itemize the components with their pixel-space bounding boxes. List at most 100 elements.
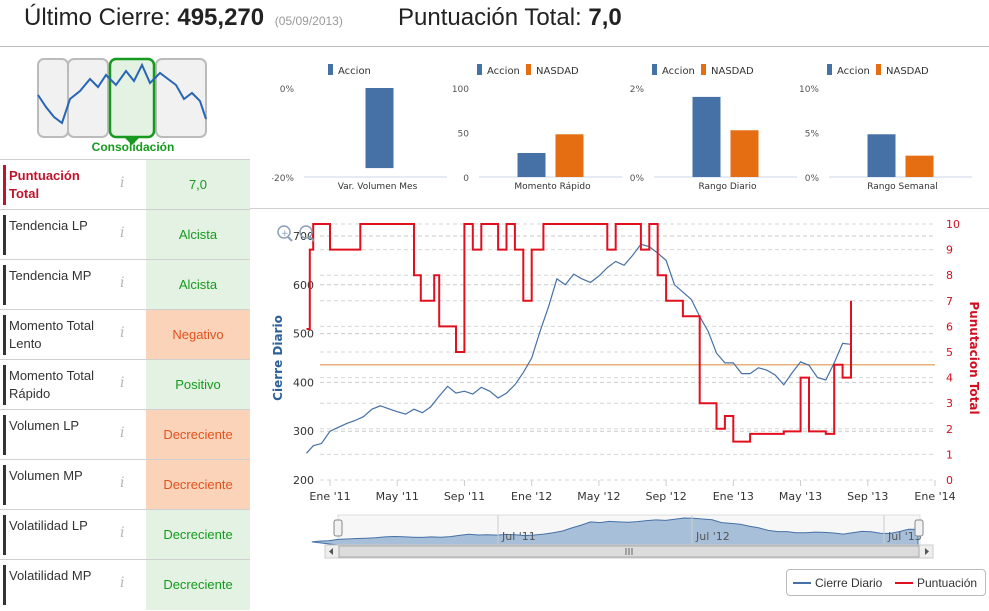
- x-tick-label: Ene '12: [511, 490, 552, 503]
- x-tick-label: Sep '11: [444, 490, 485, 503]
- info-icon[interactable]: i: [120, 225, 125, 241]
- navigator-handle-left[interactable]: [333, 519, 343, 537]
- indicator-label: Tendencia MP: [9, 268, 92, 283]
- indicator-value: Decreciente: [146, 560, 250, 610]
- indicator-value: 7,0: [146, 160, 250, 210]
- x-tick-label: Ene '13: [713, 490, 754, 503]
- indicator-label: Momento Total Rápido: [9, 368, 95, 401]
- y2-tick-label: 10: [946, 218, 960, 231]
- stage-trend-line: [37, 62, 207, 125]
- mini-bar: [867, 134, 896, 177]
- mini-legend-label: Accion: [662, 66, 695, 77]
- info-icon[interactable]: i: [120, 475, 125, 491]
- row-marker: [3, 315, 6, 355]
- x-tick-label: May '12: [577, 490, 620, 503]
- main-chart-legend[interactable]: Cierre Diario Puntuación: [786, 569, 986, 596]
- indicator-value: Decreciente: [146, 460, 250, 510]
- last-close-label: Último Cierre:: [24, 4, 171, 31]
- indicator-row: Momento Total Rápido i Positivo: [0, 359, 250, 410]
- mini-tick-label: 0: [463, 174, 469, 184]
- scroll-left-arrow[interactable]: [329, 548, 333, 555]
- mini-tick-label: 10%: [799, 85, 819, 95]
- indicator-row: Volatilidad MP i Decreciente: [0, 559, 250, 610]
- mini-chart-1: Accion 0% -20% Var. Volumen Mes: [272, 64, 447, 192]
- mini-legend-label: Accion: [487, 66, 520, 77]
- total-score: Puntuación Total: 7,0: [398, 4, 622, 32]
- x-tick-label: Sep '13: [847, 490, 888, 503]
- y2-tick-label: 9: [946, 244, 953, 257]
- mini-chart-4: Accion NASDAD 10% 5% 0% Rango Semanal: [799, 64, 972, 192]
- scroll-right-arrow[interactable]: [925, 548, 929, 555]
- last-close: Último Cierre: 495,270 (05/09/2013): [24, 4, 343, 32]
- y-tick-label: 200: [293, 474, 314, 487]
- mini-chart-2: Accion NASDAD 100 50 0 Momento Rápido: [452, 64, 622, 192]
- legend-cierre-label: Cierre Diario: [815, 576, 883, 590]
- mini-legend-label: NASDAD: [536, 66, 579, 77]
- mini-tick-label: 0%: [805, 174, 820, 184]
- indicator-value: Negativo: [146, 310, 250, 360]
- legend-svg: Cierre Diario Puntuación: [793, 576, 977, 590]
- mini-tick-label: 100: [452, 85, 469, 95]
- info-icon[interactable]: i: [120, 525, 125, 541]
- mini-legend-swatch: [876, 64, 881, 75]
- zoom-out-icon[interactable]: [299, 225, 315, 242]
- row-marker: [3, 465, 6, 505]
- indicator-label: Volumen LP: [9, 418, 80, 433]
- stage-pointer: [124, 137, 140, 145]
- mini-chart-title: Rango Semanal: [867, 182, 938, 192]
- indicator-label: Volumen MP: [9, 468, 83, 483]
- y2-tick-label: 4: [946, 372, 953, 385]
- indicator-value: Decreciente: [146, 410, 250, 460]
- mini-bar: [905, 155, 934, 177]
- navigator-handle-right[interactable]: [914, 519, 924, 537]
- info-icon[interactable]: i: [120, 575, 125, 591]
- last-close-value: 495,270: [177, 4, 265, 31]
- total-score-label: Puntuación Total:: [398, 4, 582, 31]
- zoom-in-icon[interactable]: +: [277, 225, 293, 242]
- mini-legend-label: NASDAD: [711, 66, 754, 77]
- indicator-value: Decreciente: [146, 510, 250, 560]
- mini-legend-swatch: [477, 64, 482, 75]
- mini-tick-label: 50: [458, 130, 470, 140]
- indicator-value: Alcista: [146, 210, 250, 260]
- y2-axis-title: Punutacion Total: [967, 301, 981, 414]
- mini-tick-label: -20%: [272, 174, 294, 184]
- series-puntuacion: [306, 223, 852, 443]
- y2-tick-label: 5: [946, 346, 953, 359]
- info-icon[interactable]: i: [120, 325, 125, 341]
- svg-text:+: +: [281, 229, 289, 239]
- x-tick-label: Ene '11: [309, 490, 350, 503]
- info-icon[interactable]: i: [120, 425, 125, 441]
- x-tick-label: Sep '12: [645, 490, 686, 503]
- mini-legend-label: Accion: [837, 66, 870, 77]
- mini-legend-swatch: [526, 64, 531, 75]
- y2-tick-label: 7: [946, 295, 953, 308]
- row-marker: [3, 415, 6, 455]
- info-icon[interactable]: i: [120, 175, 125, 191]
- indicator-row: Volatilidad LP i Decreciente: [0, 509, 250, 560]
- x-tick-label: May '11: [376, 490, 419, 503]
- y-tick-label: 400: [293, 376, 314, 389]
- info-icon[interactable]: i: [120, 275, 125, 291]
- row-marker: [3, 515, 6, 555]
- row-marker: [3, 365, 6, 405]
- y2-tick-label: 8: [946, 269, 953, 282]
- info-icon[interactable]: i: [120, 375, 125, 391]
- indicator-label: Momento Total Lento: [9, 318, 95, 351]
- mini-chart-3: Accion NASDAD 2% 0% Rango Diario: [630, 64, 797, 192]
- total-score-value: 7,0: [588, 4, 622, 31]
- page-header: Último Cierre: 495,270 (05/09/2013) Punt…: [0, 0, 989, 47]
- indicator-row: Volumen LP i Decreciente: [0, 409, 250, 460]
- x-tick-label: Ene '14: [914, 490, 955, 503]
- mini-chart-title: Momento Rápido: [514, 182, 591, 192]
- indicator-row: Volumen MP i Decreciente: [0, 459, 250, 510]
- mini-tick-label: 0%: [280, 85, 295, 95]
- navigator-tick-label: Jul '12: [695, 530, 730, 543]
- indicator-label: Tendencia LP: [9, 218, 88, 233]
- y2-tick-label: 1: [946, 448, 953, 461]
- last-close-date: (05/09/2013): [274, 14, 343, 28]
- stage-graphic: [37, 57, 207, 145]
- y-tick-label: 600: [293, 279, 314, 292]
- indicator-row: Puntuación Total i 7,0: [0, 159, 250, 210]
